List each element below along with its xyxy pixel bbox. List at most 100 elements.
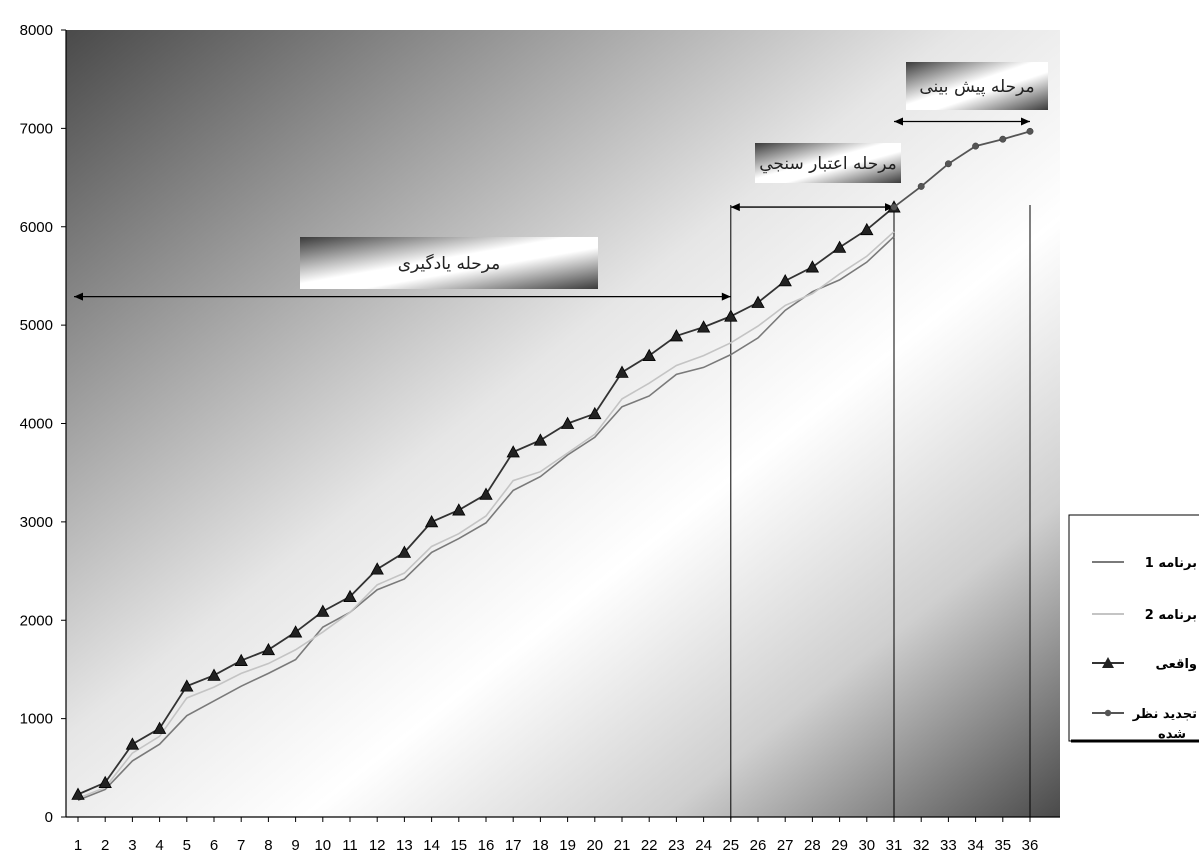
data-point-triangle xyxy=(696,320,711,333)
data-point-triangle xyxy=(832,240,847,253)
data-point-circle xyxy=(1026,127,1034,135)
data-point-triangle xyxy=(316,604,330,617)
phase-label-box xyxy=(906,62,1048,110)
phase-label-box xyxy=(755,143,901,183)
x-tick-label: 22 xyxy=(641,837,658,854)
y-tick-label: 0 xyxy=(45,809,53,826)
y-tick-label: 5000 xyxy=(20,317,53,334)
phase-arrow-head xyxy=(730,203,740,212)
x-tick-label: 31 xyxy=(886,837,903,854)
legend-label: تجدید نظر شده xyxy=(1132,707,1197,742)
series-line xyxy=(77,231,895,800)
x-tick-label: 4 xyxy=(155,837,163,854)
x-tick-label: 8 xyxy=(264,837,272,854)
x-tick-label: 23 xyxy=(668,837,685,854)
x-tick-label: 10 xyxy=(314,837,331,854)
data-point-triangle xyxy=(533,433,548,446)
phase-arrow-head xyxy=(74,292,83,301)
data-point-triangle xyxy=(71,787,85,800)
series-layer xyxy=(71,127,1034,802)
data-point-circle xyxy=(972,142,980,150)
x-tick-label: 9 xyxy=(291,837,299,854)
x-tick-label: 18 xyxy=(532,837,549,854)
phase-arrow-head xyxy=(885,203,894,212)
x-tick-label: 20 xyxy=(586,837,603,854)
x-tick-label: 7 xyxy=(237,837,245,854)
legend-label-line: تجدید نظر xyxy=(1132,707,1197,722)
series-line xyxy=(77,236,895,802)
data-point-triangle xyxy=(560,416,575,429)
y-tick-label: 8000 xyxy=(20,22,53,39)
x-tick-label: 17 xyxy=(505,837,522,854)
data-point-triangle xyxy=(615,365,629,378)
y-tick-label: 6000 xyxy=(20,219,53,236)
data-point-triangle xyxy=(180,679,194,692)
legend: برنامه 1 برنامه 2 واقعی تجدید نظر شده xyxy=(1068,514,1199,743)
phase-annotations: مرحله یادگیری مرحله اعتبار سنجي مرحله پیش … xyxy=(74,62,1048,819)
phase-arrow-head xyxy=(1021,117,1030,126)
series-line xyxy=(893,130,1031,208)
x-tick-label: 21 xyxy=(614,837,631,854)
plot-area xyxy=(66,30,1060,817)
x-tick-label: 34 xyxy=(967,837,984,854)
legend-label: برنامه 1 xyxy=(1145,556,1197,571)
x-tick-label: 25 xyxy=(722,837,739,854)
legend-label: واقعی xyxy=(1155,657,1197,672)
data-point-triangle xyxy=(805,260,820,273)
x-tick-label: 27 xyxy=(777,837,794,854)
x-tick-label: 33 xyxy=(940,837,957,854)
y-tick-label: 1000 xyxy=(20,711,53,728)
legend-label-line: شده xyxy=(1158,727,1186,742)
x-tick-label: 2 xyxy=(101,837,109,854)
data-point-triangle xyxy=(724,309,738,322)
phase-arrow-head xyxy=(721,292,731,301)
legend-label: برنامه 2 xyxy=(1145,608,1197,623)
x-tick-label: 3 xyxy=(128,837,136,854)
data-point-triangle xyxy=(860,222,874,236)
data-point-triangle xyxy=(234,653,248,666)
data-point-triangle xyxy=(207,668,221,681)
phase-label: مرحله پیش بینی xyxy=(919,77,1034,97)
y-tick-label: 3000 xyxy=(20,514,53,531)
data-point-circle xyxy=(917,182,925,190)
legend-swatch-marker xyxy=(1104,709,1112,717)
x-tick-label: 14 xyxy=(423,837,440,854)
data-point-triangle xyxy=(778,274,792,287)
data-point-circle xyxy=(944,160,952,168)
legend-box xyxy=(1068,514,1199,742)
data-point-triangle xyxy=(343,589,357,603)
x-tick-label: 11 xyxy=(342,837,358,854)
x-tick-label: 15 xyxy=(450,837,467,854)
data-point-triangle xyxy=(152,721,167,734)
data-point-triangle xyxy=(288,625,303,638)
phase-label: مرحله اعتبار سنجي xyxy=(759,154,897,174)
x-tick-label: 30 xyxy=(858,837,875,854)
data-point-triangle xyxy=(125,737,140,750)
data-point-triangle xyxy=(751,295,765,308)
data-point-triangle xyxy=(588,406,602,420)
data-point-circle xyxy=(999,135,1007,143)
x-tick-label: 5 xyxy=(183,837,191,854)
data-point-triangle xyxy=(261,642,276,656)
x-tick-label: 6 xyxy=(210,837,218,854)
phase-arrow-head xyxy=(894,117,903,126)
data-point-circle xyxy=(890,203,898,211)
x-tick-label: 12 xyxy=(369,837,386,854)
x-tick-label: 29 xyxy=(831,837,848,854)
data-point-triangle xyxy=(506,445,520,458)
data-point-triangle xyxy=(479,487,493,500)
x-tick-label: 16 xyxy=(478,837,495,854)
x-tick-label: 28 xyxy=(804,837,821,854)
data-point-triangle xyxy=(98,775,112,788)
y-tick-label: 4000 xyxy=(20,416,53,433)
phase-label: مرحله یادگیری xyxy=(398,253,501,274)
x-tick-label: 32 xyxy=(913,837,930,854)
y-tick-label: 7000 xyxy=(20,120,53,137)
x-tick-label: 26 xyxy=(750,837,767,854)
data-point-triangle xyxy=(397,545,412,558)
data-point-triangle xyxy=(669,329,684,342)
x-tick-label: 35 xyxy=(994,837,1011,854)
legend-swatch-marker xyxy=(1102,657,1114,668)
data-point-triangle xyxy=(370,562,384,575)
